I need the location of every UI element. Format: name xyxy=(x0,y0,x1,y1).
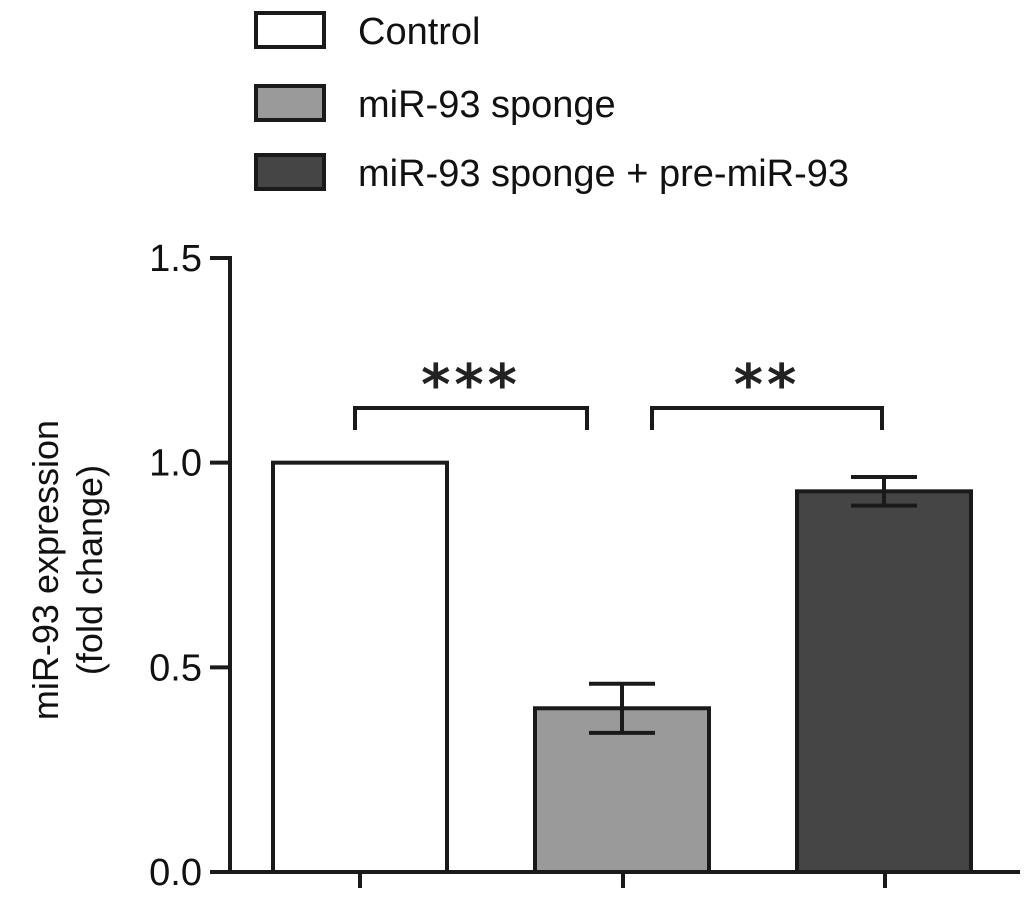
legend: Control miR-93 sponge miR-93 sponge + pre-… xyxy=(254,11,849,195)
legend-swatch xyxy=(254,84,326,122)
legend-label: miR-93 sponge xyxy=(358,84,616,126)
y-axis-label-line-1: miR-93 expression xyxy=(25,420,66,720)
y-tick-label: 0.5 xyxy=(149,647,202,689)
error-bars xyxy=(589,474,917,735)
significance-bracket xyxy=(353,406,589,430)
bar xyxy=(271,460,449,874)
legend-swatch xyxy=(254,153,326,191)
y-tick-label: 1.5 xyxy=(149,238,202,280)
y-axis-label-line-2: (fold change) xyxy=(69,465,110,675)
legend-swatch xyxy=(254,11,326,49)
significance-bracket xyxy=(650,406,884,430)
y-tick-label: 1.0 xyxy=(149,443,202,485)
legend-label: Control xyxy=(358,11,481,53)
bars xyxy=(271,460,973,874)
significance-label: *** xyxy=(421,353,521,418)
significance-annotations: *** ** xyxy=(353,353,884,430)
y-tick-label: 0.0 xyxy=(149,852,202,894)
bar xyxy=(795,489,973,874)
legend-label: miR-93 sponge + pre-miR-93 xyxy=(358,153,849,195)
significance-label: ** xyxy=(734,353,801,418)
